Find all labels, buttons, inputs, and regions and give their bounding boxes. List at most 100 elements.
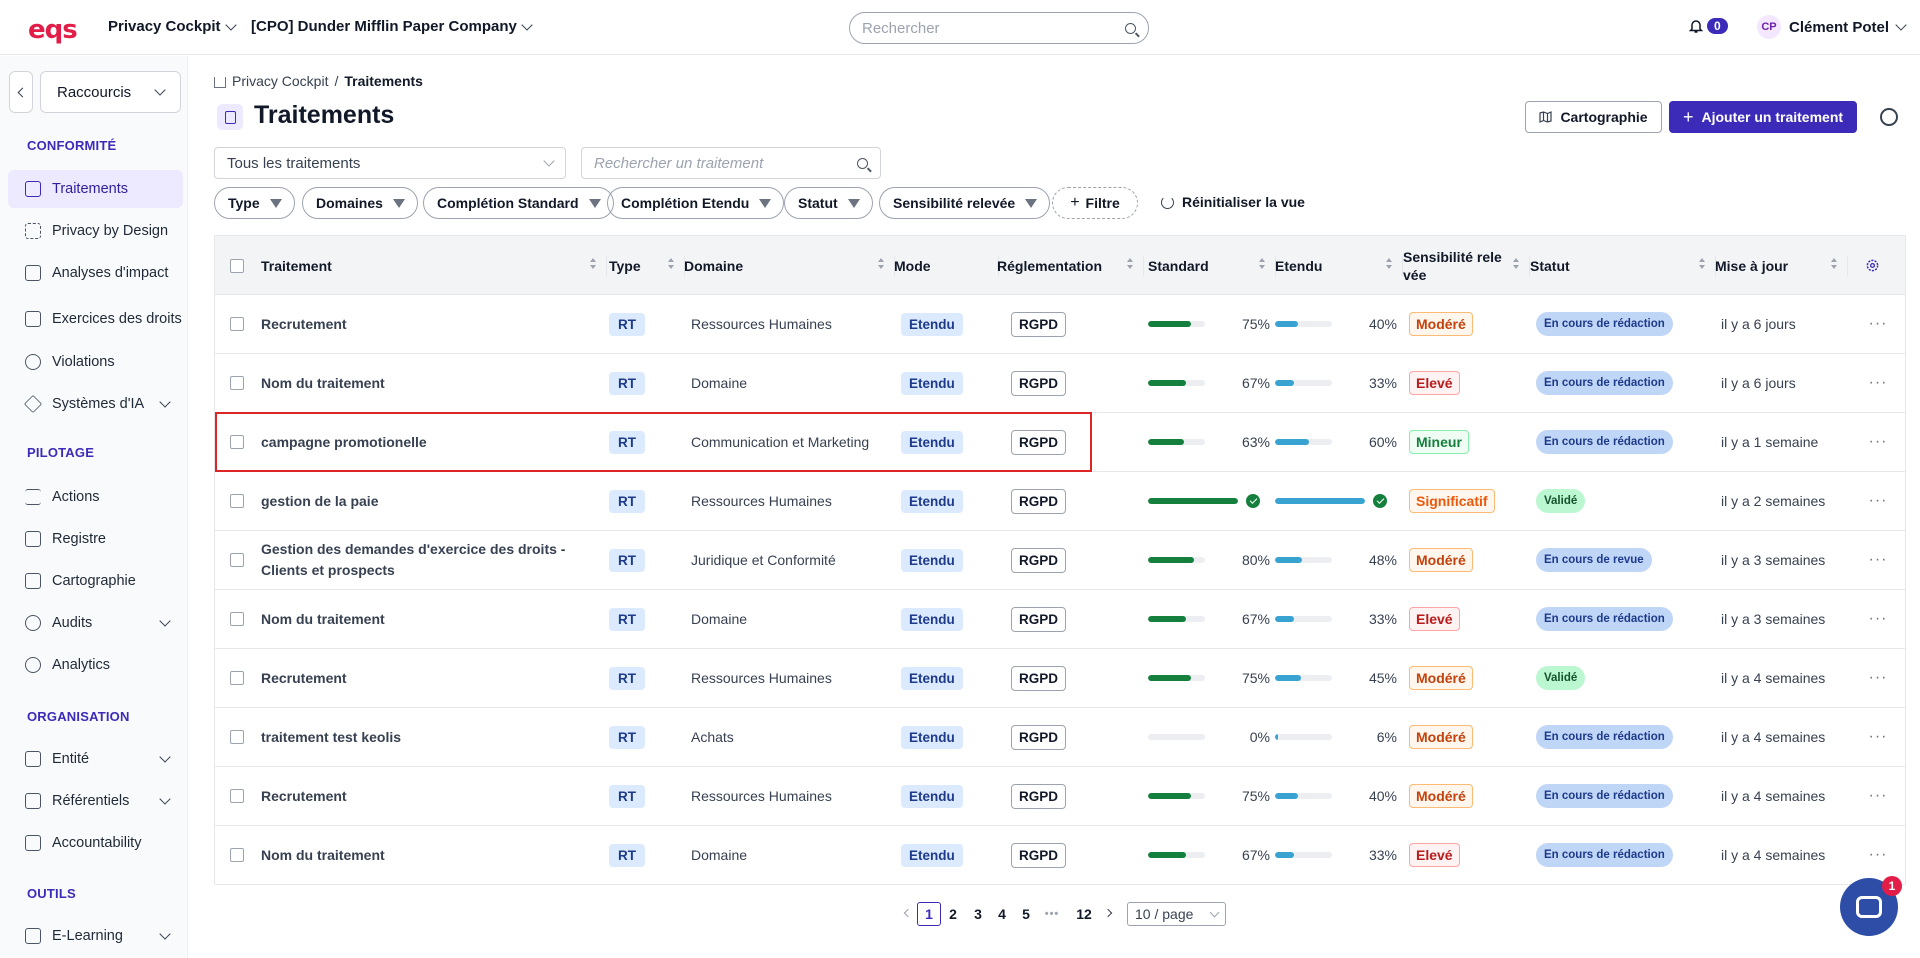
reset-view-button[interactable]: Réinitialiser la vue (1161, 194, 1305, 210)
sidebar-item-privacy-by-design[interactable]: Privacy by Design (8, 212, 183, 250)
row-checkbox[interactable] (230, 376, 244, 390)
user-menu[interactable]: CP Clément Potel (1757, 15, 1907, 39)
prev-page-icon[interactable] (903, 908, 913, 918)
global-search-input[interactable]: Rechercher (849, 12, 1149, 44)
next-page-icon[interactable] (1103, 908, 1113, 918)
row-checkbox[interactable] (230, 612, 244, 626)
header-etendu[interactable]: Etendu (1275, 236, 1402, 295)
page-button[interactable]: 1 (917, 902, 941, 926)
row-checkbox[interactable] (230, 317, 244, 331)
column-settings[interactable] (1865, 236, 1895, 295)
table-row[interactable]: Recrutement RT Ressources Humaines Etend… (215, 295, 1905, 354)
header-domaine[interactable]: Domaine (684, 236, 894, 295)
treatment-name[interactable]: Nom du traitement (261, 846, 385, 863)
table-row[interactable]: Recrutement RT Ressources Humaines Etend… (215, 649, 1905, 708)
row-checkbox[interactable] (230, 848, 244, 862)
header-sensibilite[interactable]: Sensibilité rele vée (1403, 236, 1529, 295)
treatment-name[interactable]: Nom du traitement (261, 374, 385, 391)
row-checkbox[interactable] (230, 730, 244, 744)
chevron-down-icon (543, 155, 555, 167)
row-actions[interactable]: ··· (1863, 826, 1893, 884)
sidebar-item-analyses-impact[interactable]: Analyses d'impact (8, 254, 183, 292)
treatment-name[interactable]: Recrutement (261, 787, 347, 804)
treatment-search-input[interactable]: Rechercher un traitement (581, 147, 881, 179)
organization-menu[interactable]: [CPO] Dunder Mifflin Paper Company (251, 18, 533, 35)
row-actions[interactable]: ··· (1863, 708, 1893, 766)
sidebar-item-analytics[interactable]: Analytics (8, 646, 183, 684)
header-type[interactable]: Type (609, 236, 684, 295)
treatment-name[interactable]: campagne promotionelle (261, 433, 427, 450)
row-actions[interactable]: ··· (1863, 472, 1893, 530)
view-select[interactable]: Tous les traitements (214, 147, 566, 179)
notifications-button[interactable]: 0 (1689, 18, 1728, 34)
cell-sensibilite: Modéré (1403, 708, 1529, 766)
table-row[interactable]: campagne promotionelle RT Communication … (215, 413, 1905, 472)
header-traitement[interactable]: Traitement (261, 236, 606, 295)
table-row[interactable]: Nom du traitement RT Domaine Etendu RGPD… (215, 826, 1905, 884)
header-mise-a-jour[interactable]: Mise à jour (1715, 236, 1847, 295)
table-row[interactable]: Nom du traitement RT Domaine Etendu RGPD… (215, 354, 1905, 413)
collapse-sidebar-button[interactable] (9, 71, 33, 113)
table-row[interactable]: traitement test keolis RT Achats Etendu … (215, 708, 1905, 767)
filter-completion-etendu[interactable]: Complétion Etendu (607, 187, 785, 219)
row-checkbox[interactable] (230, 789, 244, 803)
sidebar-item-accountability[interactable]: Accountability (8, 824, 183, 862)
treatment-name[interactable]: gestion de la paie (261, 492, 379, 509)
sidebar-item-violations[interactable]: Violations (8, 343, 183, 381)
row-actions[interactable]: ··· (1863, 649, 1893, 707)
page-button[interactable]: 2 (949, 906, 957, 922)
row-checkbox[interactable] (230, 435, 244, 449)
sidebar-item-systemes-ia[interactable]: Systèmes d'IA (8, 385, 183, 423)
row-actions[interactable]: ··· (1863, 413, 1893, 471)
eqs-logo[interactable]: eqs (28, 15, 78, 45)
filter-completion-standard[interactable]: Complétion Standard (423, 187, 614, 219)
add-treatment-button[interactable]: + Ajouter un traitement (1669, 101, 1857, 133)
shortcuts-select[interactable]: Raccourcis (40, 71, 181, 113)
sidebar-item-referentiels[interactable]: Référentiels (8, 782, 183, 820)
sidebar-item-audits[interactable]: Audits (8, 604, 183, 642)
treatment-name[interactable]: Recrutement (261, 669, 347, 686)
row-actions[interactable]: ··· (1863, 295, 1893, 353)
filter-domaines[interactable]: Domaines (302, 187, 418, 219)
sidebar-item-exercices-droits[interactable]: Exercices des droits (8, 297, 183, 341)
treatment-name[interactable]: Nom du traitement (261, 610, 385, 627)
header-standard[interactable]: Standard (1148, 236, 1275, 295)
row-actions[interactable]: ··· (1863, 767, 1893, 825)
add-filter-button[interactable]: + Filtre (1052, 187, 1138, 219)
page-button[interactable]: 5 (1022, 906, 1030, 922)
header-reglementation[interactable]: Réglementation (997, 236, 1143, 295)
row-actions[interactable]: ··· (1863, 590, 1893, 648)
sidebar-item-entite[interactable]: Entité (8, 740, 183, 778)
page-size-select[interactable]: 10 / page (1127, 902, 1226, 926)
row-checkbox[interactable] (230, 494, 244, 508)
sidebar-item-actions[interactable]: Actions (8, 478, 183, 516)
header-statut[interactable]: Statut (1530, 236, 1715, 295)
treatment-name[interactable]: Recrutement (261, 315, 347, 332)
page-button[interactable]: 4 (998, 906, 1006, 922)
row-actions[interactable]: ··· (1863, 354, 1893, 412)
treatment-name[interactable]: traitement test keolis (261, 728, 402, 745)
row-checkbox[interactable] (230, 671, 244, 685)
sidebar-item-elearning[interactable]: E-Learning (8, 917, 183, 955)
breadcrumb-root[interactable]: Privacy Cockpit (232, 73, 329, 89)
row-checkbox[interactable] (230, 553, 244, 567)
table-row[interactable]: gestion de la paie RT Ressources Humaine… (215, 472, 1905, 531)
treatment-name[interactable]: Gestion des demandes d'exercice des droi… (261, 541, 566, 578)
sidebar-item-registre[interactable]: Registre (8, 520, 183, 558)
table-row[interactable]: Recrutement RT Ressources Humaines Etend… (215, 767, 1905, 826)
filter-type[interactable]: Type (214, 187, 295, 219)
table-row[interactable]: Gestion des demandes d'exercice des droi… (215, 531, 1905, 590)
cartographie-button[interactable]: Cartographie (1525, 101, 1662, 133)
filter-sensibilite[interactable]: Sensibilité relevée (879, 187, 1051, 219)
pagination-ellipsis[interactable]: ••• (1044, 908, 1060, 920)
filter-statut[interactable]: Statut (784, 187, 873, 219)
page-button[interactable]: 12 (1076, 906, 1092, 922)
settings-gear-icon[interactable] (1880, 108, 1898, 126)
table-row[interactable]: Nom du traitement RT Domaine Etendu RGPD… (215, 590, 1905, 649)
product-menu[interactable]: Privacy Cockpit (108, 18, 237, 35)
select-all-checkbox[interactable] (230, 258, 244, 273)
row-actions[interactable]: ··· (1863, 531, 1893, 589)
sidebar-item-cartographie[interactable]: Cartographie (8, 562, 183, 600)
page-button[interactable]: 3 (974, 906, 982, 922)
sidebar-item-traitements[interactable]: Traitements (8, 170, 183, 208)
